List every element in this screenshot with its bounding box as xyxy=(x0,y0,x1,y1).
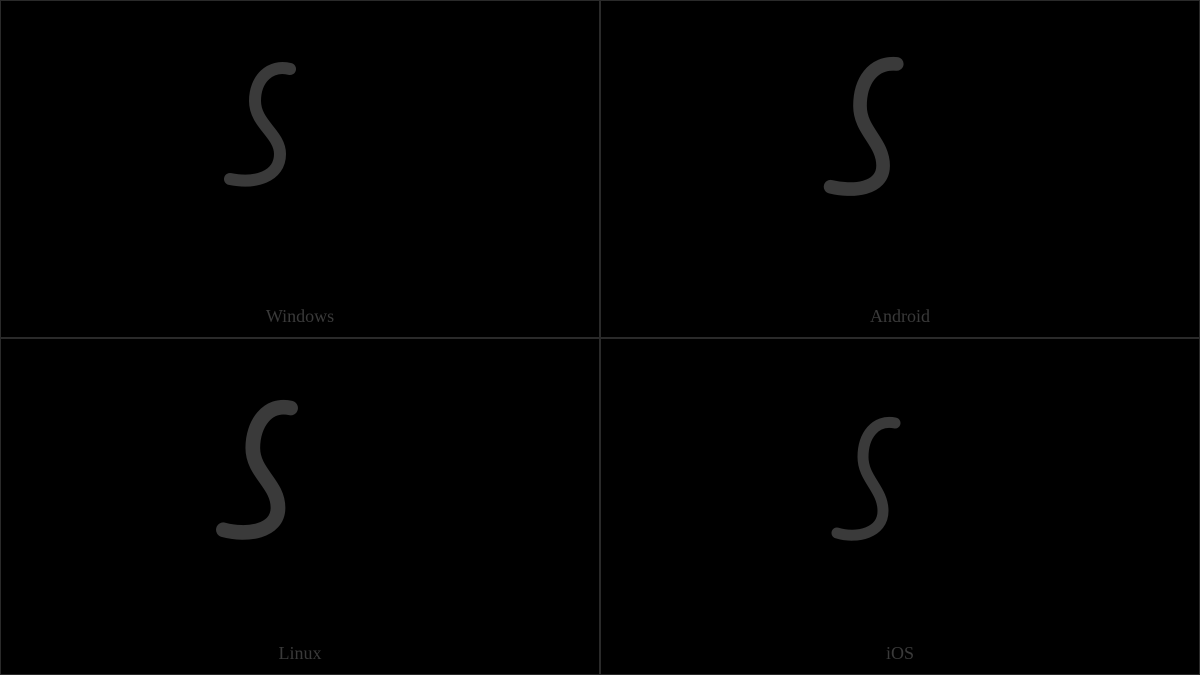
label-linux: Linux xyxy=(1,643,599,664)
label-windows: Windows xyxy=(1,306,599,327)
glyph-comparison-grid: Windows Android Linux xyxy=(0,0,1200,675)
label-android: Android xyxy=(601,306,1199,327)
cell-windows: Windows xyxy=(0,0,600,338)
glyph-svg-windows xyxy=(170,39,430,299)
cell-android: Android xyxy=(600,0,1200,338)
glyph-android xyxy=(601,1,1199,337)
glyph-svg-linux xyxy=(160,366,440,646)
cell-linux: Linux xyxy=(0,338,600,675)
glyph-svg-android xyxy=(760,29,1040,309)
glyph-linux xyxy=(1,339,599,675)
glyph-ios xyxy=(601,339,1199,675)
label-ios: iOS xyxy=(601,643,1199,664)
glyph-svg-ios xyxy=(770,376,1030,636)
cell-ios: iOS xyxy=(600,338,1200,675)
glyph-windows xyxy=(1,1,599,337)
